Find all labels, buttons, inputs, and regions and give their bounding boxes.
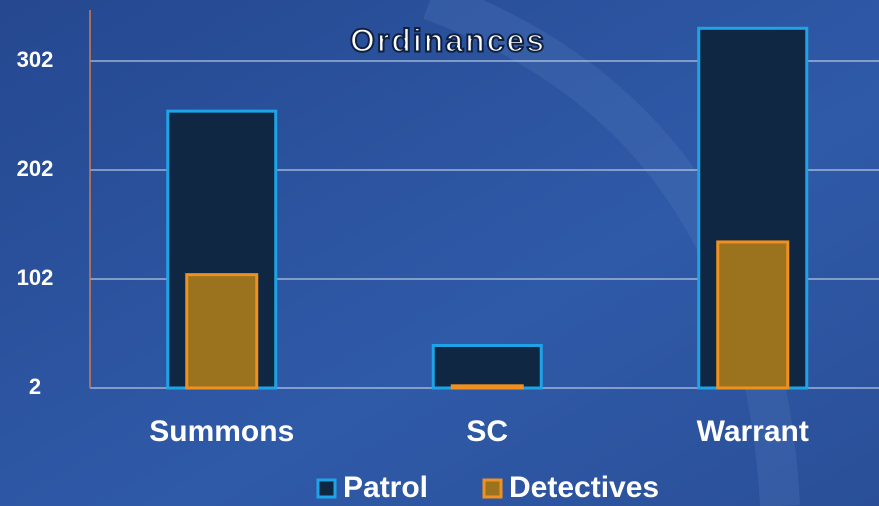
y-tick-label: 302 — [17, 47, 54, 72]
y-tick-label: 102 — [17, 265, 54, 290]
legend-swatch — [482, 478, 503, 499]
watermark — [423, 0, 800, 506]
x-tick-label: Warrant — [697, 415, 809, 448]
bar — [716, 240, 790, 390]
bar — [450, 384, 524, 390]
x-tick-label: SC — [466, 415, 508, 448]
legend-label: Detectives — [509, 471, 659, 504]
bar — [185, 273, 259, 390]
x-tick-label: Summons — [149, 415, 294, 448]
y-tick-label: 2 — [29, 374, 41, 399]
legend-swatch — [316, 478, 337, 499]
y-tick-label: 202 — [17, 156, 54, 181]
bar — [431, 343, 543, 390]
legend-label: Patrol — [343, 471, 428, 504]
chart-title: Ordinances — [350, 22, 546, 58]
